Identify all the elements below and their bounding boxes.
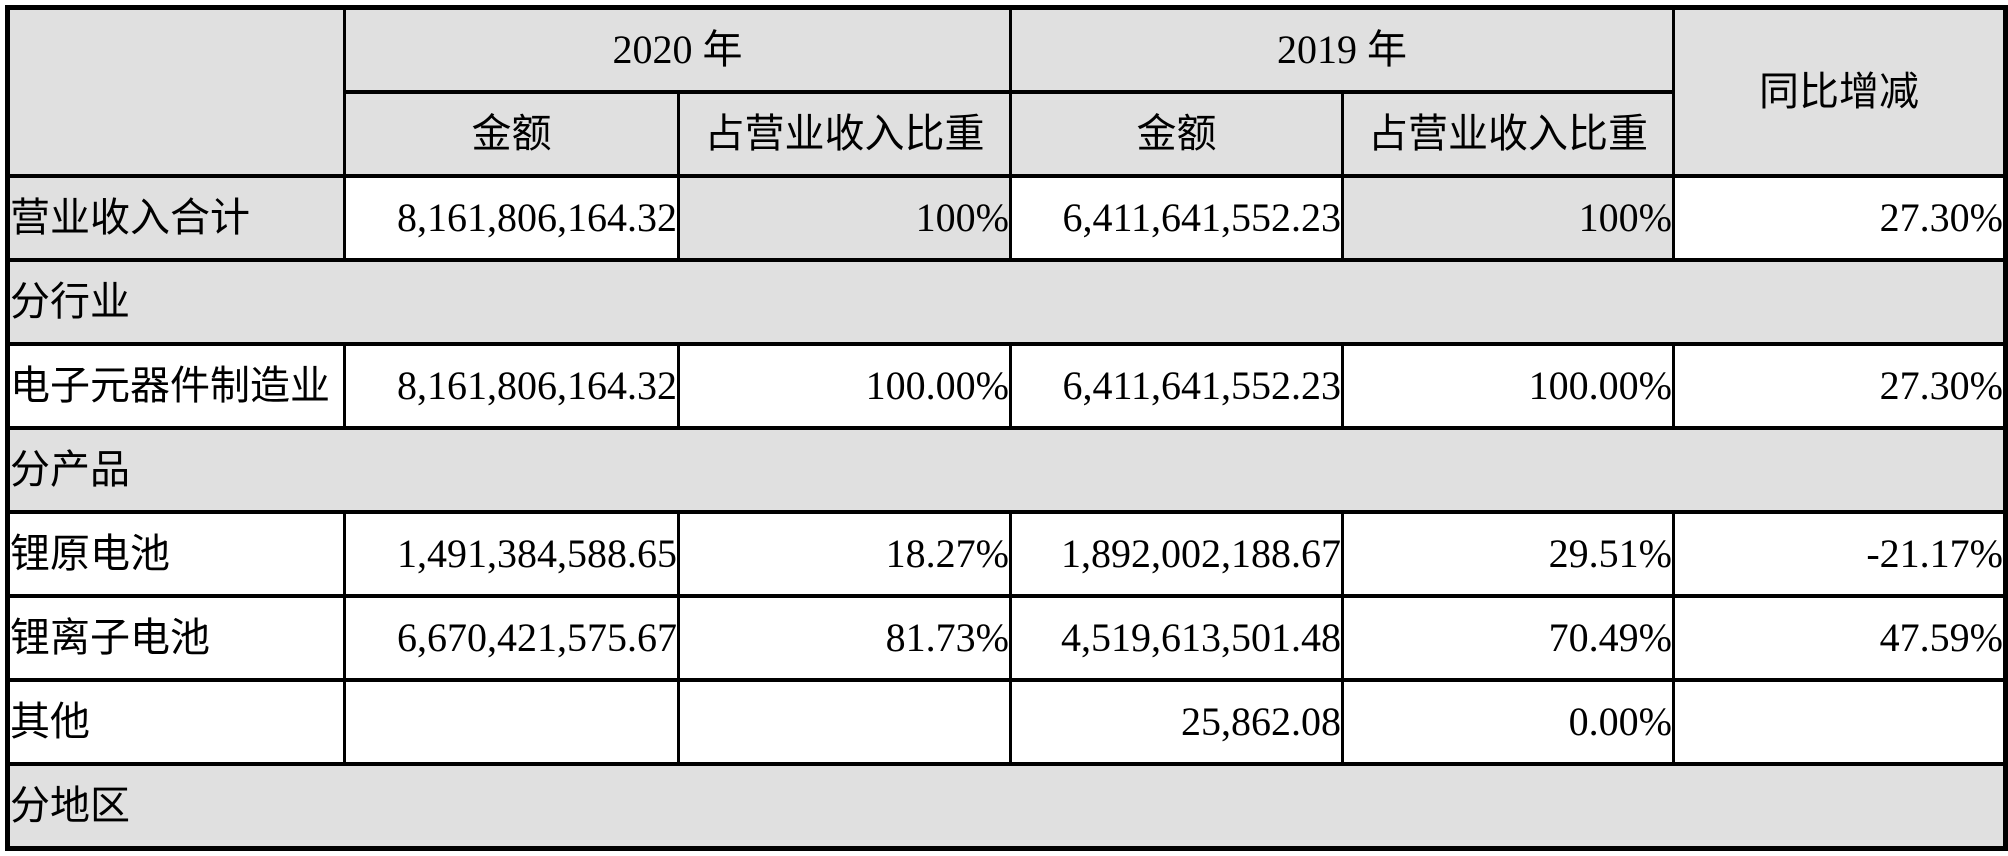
row-label-lithium-primary: 锂原电池	[6, 510, 346, 598]
section-label-by-region: 分地区	[6, 762, 2007, 851]
cell-other-amount-2020	[343, 678, 680, 766]
cell-other-yoy	[1672, 678, 2007, 766]
table-row-lithium-ion-battery: 锂离子电池 6,670,421,575.67 81.73% 4,519,613,…	[6, 594, 2007, 682]
cell-li-primary-yoy: -21.17%	[1672, 510, 2007, 598]
header-row-metrics: 金额 占营业收入比重 金额 占营业收入比重	[8, 90, 2006, 178]
cell-li-primary-share-2020: 18.27%	[677, 510, 1012, 598]
cell-total-amount-2020: 8,161,806,164.32	[343, 174, 680, 262]
cell-electronic-amount-2020: 8,161,806,164.32	[343, 342, 680, 430]
cell-total-share-2020: 100%	[677, 174, 1012, 262]
section-row-by-industry: 分行业	[6, 258, 2007, 346]
cell-li-primary-amount-2020: 1,491,384,588.65	[343, 510, 680, 598]
cell-other-amount-2019: 25,862.08	[1009, 678, 1344, 766]
table-row-electronic-components: 电子元器件制造业 8,161,806,164.32 100.00% 6,411,…	[6, 342, 2007, 430]
cell-total-share-2019: 100%	[1341, 174, 1675, 262]
cell-li-ion-amount-2020: 6,670,421,575.67	[343, 594, 680, 682]
cell-li-primary-amount-2019: 1,892,002,188.67	[1009, 510, 1344, 598]
header-row-years: 2020 年 2019 年 同比增减	[6, 5, 2007, 178]
row-label-electronic-components: 电子元器件制造业	[6, 342, 346, 430]
cell-total-yoy: 27.30%	[1672, 174, 2007, 262]
row-label-lithium-ion: 锂离子电池	[6, 594, 346, 682]
cell-other-share-2019: 0.00%	[1341, 678, 1675, 766]
cell-electronic-yoy: 27.30%	[1672, 342, 2007, 430]
cell-li-ion-yoy: 47.59%	[1672, 594, 2007, 682]
section-label-by-industry: 分行业	[6, 258, 2007, 346]
cell-li-primary-share-2019: 29.51%	[1341, 510, 1675, 598]
table-row-lithium-primary-battery: 锂原电池 1,491,384,588.65 18.27% 1,892,002,1…	[6, 510, 2007, 598]
cell-li-ion-share-2020: 81.73%	[677, 594, 1012, 682]
cell-electronic-share-2020: 100.00%	[677, 342, 1012, 430]
section-label-by-product: 分产品	[6, 426, 2007, 514]
cell-li-ion-share-2019: 70.49%	[1341, 594, 1675, 682]
revenue-breakdown-table: 2020 年 2019 年 同比增减 金额 占营业收入比重 金额 占营业收入比重…	[5, 5, 2008, 851]
section-row-by-region: 分地区	[6, 762, 2007, 851]
row-label-other: 其他	[6, 678, 346, 766]
header-revenue-share-2019: 占营业收入比重	[1341, 90, 1675, 178]
cell-electronic-amount-2019: 6,411,641,552.23	[1009, 342, 1344, 430]
section-row-by-product: 分产品	[6, 426, 2007, 514]
cell-total-amount-2019: 6,411,641,552.23	[1009, 174, 1344, 262]
header-revenue-share-2020: 占营业收入比重	[677, 90, 1012, 178]
cell-electronic-share-2019: 100.00%	[1341, 342, 1675, 430]
header-empty-corner-cell	[6, 5, 346, 178]
table-row-other: 其他 25,862.08 0.00%	[6, 678, 2007, 766]
row-label-total-revenue: 营业收入合计	[6, 174, 346, 262]
header-year-2019: 2019 年	[1009, 5, 1675, 94]
header-amount-2020: 金额	[343, 90, 680, 178]
header-yoy-change: 同比增减	[1672, 5, 2007, 178]
table-row-total-revenue: 营业收入合计 8,161,806,164.32 100% 6,411,641,5…	[6, 174, 2007, 262]
cell-other-share-2020	[677, 678, 1012, 766]
header-amount-2019: 金额	[1009, 90, 1344, 178]
cell-li-ion-amount-2019: 4,519,613,501.48	[1009, 594, 1344, 682]
header-year-2020: 2020 年	[343, 5, 1012, 94]
